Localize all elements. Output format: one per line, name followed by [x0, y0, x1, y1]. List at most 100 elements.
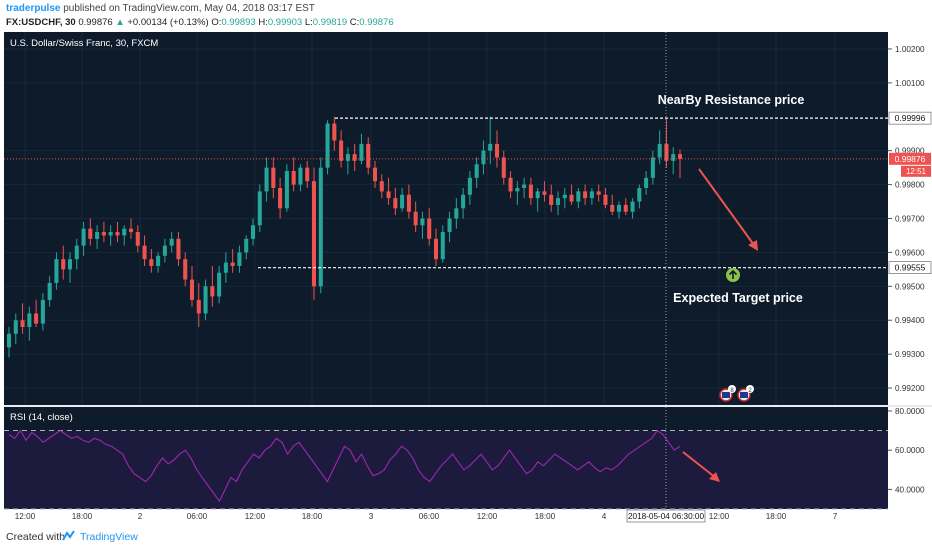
candle-body [657, 143, 662, 158]
candle-body [440, 232, 445, 260]
rsi-down-arrow-icon[interactable] [682, 451, 720, 482]
event-count-2: 2 [748, 388, 752, 394]
svg-text:12:51: 12:51 [906, 167, 927, 176]
time-axis: 12:00 18:00 2 06:00 12:00 18:00 3 06:00 12:00 18:… [15, 512, 838, 521]
candle-body [332, 123, 337, 141]
publish-text: published on TradingView.com, May 04, 20… [63, 3, 315, 14]
candle-body [278, 187, 283, 209]
candle-body [298, 167, 303, 185]
candle-body [250, 225, 256, 239]
price-tick-label: 1.00200 [895, 45, 925, 54]
candle-body [47, 282, 52, 300]
candle-body [569, 194, 574, 202]
resistance-annotation[interactable]: NearBy Resistance price [658, 93, 805, 107]
price-tick-label: 0.99400 [895, 316, 925, 325]
author-link[interactable]: traderpulse [6, 3, 61, 14]
candle-body [372, 167, 378, 182]
candle-body [339, 140, 344, 161]
tradingview-logo-icon[interactable] [62, 530, 76, 541]
candle-body [108, 232, 113, 236]
price-tick-label: 0.99600 [895, 248, 925, 257]
candle-body [616, 204, 622, 212]
price-tick-label: 0.99500 [895, 282, 925, 291]
candle-body [67, 259, 73, 270]
candle-body [406, 194, 411, 212]
candle-body [169, 238, 174, 246]
candle-body [596, 191, 601, 195]
candle-body [400, 194, 405, 209]
candle-body [427, 218, 432, 239]
candle-body [81, 228, 86, 246]
candle-body [637, 187, 642, 202]
time-tick-label: 18:00 [302, 512, 323, 521]
candle-body [311, 181, 317, 287]
candle-body [305, 167, 310, 182]
candle-body [27, 313, 32, 328]
change-value: +0.00134 (+0.13%) [127, 17, 209, 28]
candle-body [183, 259, 188, 280]
candle-body [677, 154, 683, 159]
candle-body [650, 157, 655, 178]
candle-body [271, 167, 276, 188]
event-flag-icon-1[interactable]: 8 [719, 385, 736, 402]
time-tick-label: 12:00 [245, 512, 266, 521]
symbol-info: FX:USDCHF, 30 0.99876 ▲ +0.00134 (+0.13%… [6, 17, 394, 28]
time-tick-label: 12:00 [477, 512, 498, 521]
target-up-icon[interactable] [726, 268, 740, 282]
resistance-price-tag: 0.99996 [888, 111, 932, 125]
candle-body [122, 228, 127, 236]
candle-body [128, 228, 134, 233]
down-arrow-icon[interactable] [698, 168, 758, 251]
price-axis: 1.00200 1.00100 0.99900 0.99800 0.99700 0.996… [888, 45, 925, 393]
candle-body [325, 123, 330, 168]
high-value: 0.99903 [267, 17, 303, 28]
symbol-label: FX:USDCHF, 30 [6, 17, 76, 28]
time-tick-label: 06:00 [187, 512, 208, 521]
price-tick-label: 0.99800 [895, 181, 925, 190]
time-tick-label: 18:00 [72, 512, 93, 521]
main-grid [4, 32, 888, 405]
candle-body [386, 191, 391, 199]
candle-body [176, 238, 181, 260]
rsi-tick-label: 60.0000 [895, 446, 925, 455]
change-arrow-icon: ▲ [115, 17, 125, 28]
time-tick-label: 06:00 [419, 512, 440, 521]
candle-body [433, 238, 439, 260]
target-price-tag: 0.99555 [888, 261, 932, 274]
candle-body [508, 177, 513, 192]
rsi-tick-label: 80.0000 [895, 407, 925, 416]
candle-body [210, 286, 215, 297]
time-tick-label: 7 [833, 512, 838, 521]
tradingview-brand[interactable]: TradingView [80, 531, 138, 543]
high-label: H: [258, 17, 268, 28]
chart-svg[interactable]: 1.00200 1.00100 0.99900 0.99800 0.99700 0.996… [0, 32, 932, 523]
candle-body [162, 245, 167, 256]
candle-body [528, 184, 533, 199]
chart-title: U.S. Dollar/Swiss Franc, 30, FXCM [10, 38, 158, 49]
candle-body [488, 143, 493, 151]
candle-body [603, 194, 608, 205]
event-flag-icon-2[interactable]: 2 [737, 385, 754, 402]
candle-body [203, 286, 208, 314]
candle-body [142, 245, 147, 260]
rsi-axis: 80.0000 60.0000 40.0000 [888, 407, 925, 494]
chart-area[interactable]: 1.00200 1.00100 0.99900 0.99800 0.99700 0.996… [0, 32, 932, 523]
time-tick-label: 12:00 [15, 512, 36, 521]
candle-body [542, 191, 547, 195]
candle-body [549, 194, 554, 205]
candle-body [583, 191, 588, 199]
svg-text:2018-05-04 06:30:00: 2018-05-04 06:30:00 [628, 512, 704, 521]
low-label: L: [304, 17, 313, 28]
candle-body [257, 191, 262, 226]
candle-body [576, 191, 581, 202]
target-annotation[interactable]: Expected Target price [673, 291, 803, 305]
close-label: C: [349, 17, 360, 28]
candle-body [671, 154, 676, 161]
candle-body [196, 299, 201, 314]
candle-body [284, 171, 289, 209]
time-tick-label: 2 [138, 512, 143, 521]
price-tick-label: 1.00100 [895, 79, 925, 88]
price-tick-label: 0.99200 [895, 384, 925, 393]
svg-text:0.99555: 0.99555 [895, 263, 926, 273]
low-value: 0.99819 [312, 17, 348, 28]
